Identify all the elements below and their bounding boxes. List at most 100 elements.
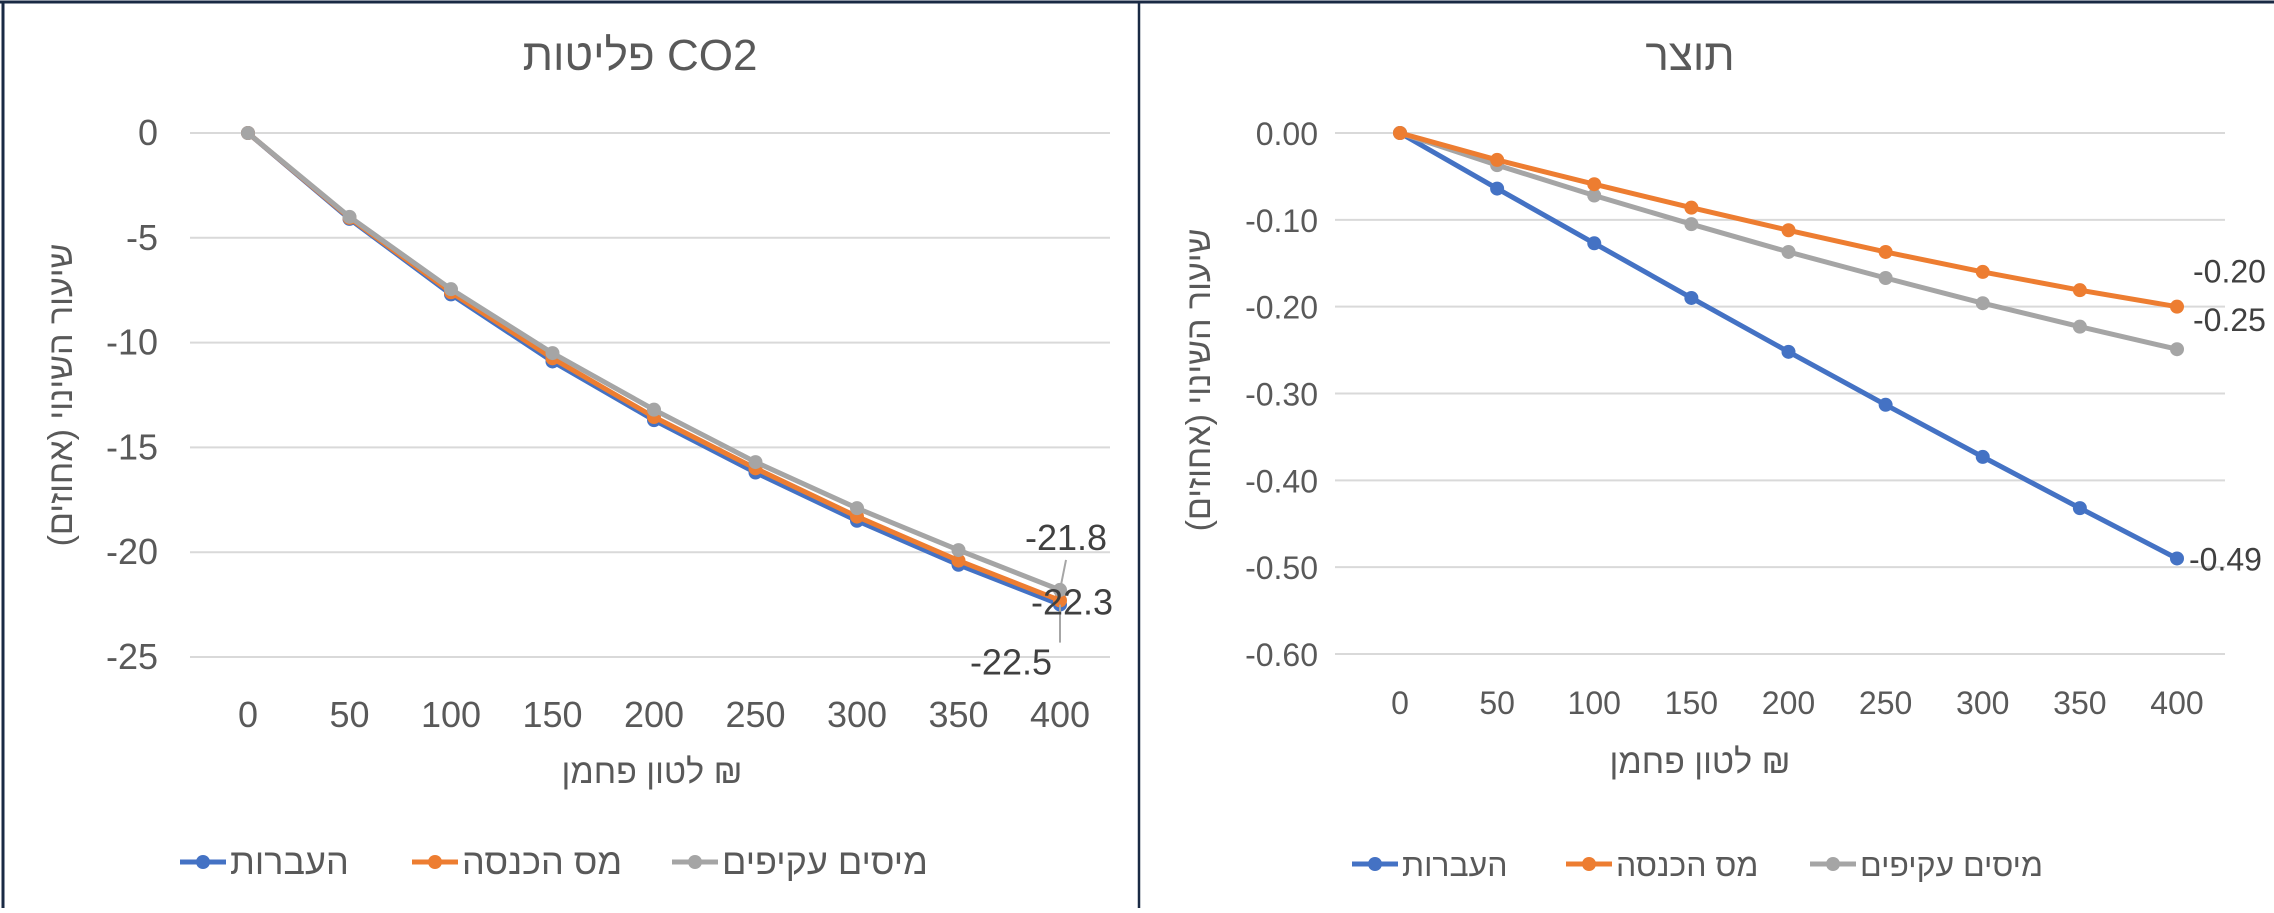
data-labels: -22.5 -22.3 -21.8 <box>970 517 1113 683</box>
x-axis-label: ₪ לטון פחמן <box>562 753 743 791</box>
data-point <box>1684 217 1699 232</box>
data-point <box>1781 344 1796 359</box>
x-tick-label: 350 <box>928 694 988 735</box>
x-axis-tick-labels: 0 50 100 150 200 250 300 350 400 <box>1391 685 2204 721</box>
x-axis-label: ₪ לטון פחמן <box>1610 743 1791 781</box>
data-point <box>748 455 763 470</box>
y-tick-label: -0.10 <box>1245 203 1318 239</box>
y-axis-label: שיעור השינוי (אחוזים) <box>1180 229 1218 532</box>
series-line <box>246 131 1061 607</box>
y-tick-label: -15 <box>106 426 158 467</box>
x-tick-label: 300 <box>827 694 887 735</box>
y-axis-tick-labels: 0.00 -0.10 -0.20 -0.30 -0.40 -0.50 -0.60 <box>1245 116 1318 673</box>
data-labels: -0.49 -0.20 -0.25 <box>2189 254 2266 578</box>
y-tick-label: -0.40 <box>1245 463 1318 499</box>
y-tick-label: -20 <box>106 531 158 572</box>
data-point <box>1975 449 1990 464</box>
x-tick-label: 150 <box>1665 685 1718 721</box>
legend-item: מס הכנסה <box>1566 847 1758 883</box>
x-tick-label: 350 <box>2053 685 2106 721</box>
data-point <box>1490 181 1505 196</box>
data-point <box>2170 299 2184 314</box>
data-point <box>2170 342 2184 357</box>
y-tick-label: -0.50 <box>1245 550 1318 586</box>
x-tick-label: 0 <box>1391 685 1409 721</box>
y-tick-label: 0 <box>138 112 158 153</box>
data-label: -21.8 <box>1025 517 1107 558</box>
x-tick-label: 100 <box>1568 685 1621 721</box>
data-point <box>1975 296 1990 311</box>
x-tick-label: 250 <box>1859 685 1912 721</box>
legend-marker <box>1582 857 1596 871</box>
x-tick-label: 200 <box>624 694 684 735</box>
data-point <box>1975 264 1990 279</box>
gridlines <box>190 132 1110 658</box>
legend-marker <box>196 855 210 869</box>
data-label: -0.25 <box>2193 302 2266 338</box>
legend-label: מיסים עקיפים <box>722 841 928 882</box>
series-2 <box>1393 126 2184 314</box>
data-point <box>1781 244 1796 259</box>
legend-label: העברות <box>1402 847 1508 883</box>
series-1 <box>1393 126 2184 566</box>
series-3 <box>1393 126 2184 357</box>
series-1 <box>241 126 1067 612</box>
data-point <box>2072 283 2087 298</box>
data-point <box>1587 177 1602 192</box>
y-tick-label: -5 <box>126 217 158 258</box>
y-axis-tick-labels: 0 -5 -10 -15 -20 -25 <box>106 112 158 677</box>
x-tick-label: 0 <box>238 694 258 735</box>
gridlines <box>1335 132 2225 655</box>
data-point <box>444 282 458 297</box>
data-point <box>1053 593 1067 608</box>
legend-label: מיסים עקיפים <box>1860 847 2043 883</box>
series-line <box>246 131 1061 593</box>
data-point <box>951 553 966 568</box>
legend-item: העברות <box>1352 847 1508 883</box>
data-point <box>241 126 255 140</box>
data-point <box>2072 319 2087 334</box>
data-label: -22.3 <box>1031 581 1113 622</box>
series-3 <box>241 126 1067 597</box>
data-point <box>1878 244 1893 259</box>
x-tick-label: 50 <box>329 694 369 735</box>
y-tick-label: -0.30 <box>1245 377 1318 413</box>
legend-marker <box>428 855 442 869</box>
legend-item: מיסים עקיפים <box>672 841 928 882</box>
legend: העברות מס הכנסה מיסים עקיפים <box>1352 847 2043 883</box>
data-label: -0.20 <box>2193 254 2266 290</box>
y-tick-label: -25 <box>106 636 158 677</box>
co2-emissions-chart: פליטות CO2 0 -5 -10 -15 -20 -25 0 50 100 150 200 2… <box>42 31 1113 882</box>
data-point <box>1490 152 1505 167</box>
series-lines <box>241 126 1067 612</box>
series-line <box>246 131 1061 603</box>
y-tick-label: -0.20 <box>1245 290 1318 326</box>
data-label: -0.49 <box>2189 541 2262 577</box>
x-tick-label: 250 <box>725 694 785 735</box>
y-axis-label: שיעור השינוי (אחוזים) <box>42 244 80 547</box>
data-point <box>1587 188 1602 203</box>
legend-label: מס הכנסה <box>1616 847 1758 883</box>
data-point <box>1878 397 1893 412</box>
data-point <box>2170 551 2184 566</box>
legend-item: מיסים עקיפים <box>1810 847 2043 883</box>
x-tick-label: 400 <box>1030 694 1090 735</box>
gdp-output-chart: תוצר 0.00-0.10-0.20-0.30-0.40-0.50-0.60 … <box>1180 31 2266 883</box>
data-point <box>1781 223 1796 238</box>
legend-marker <box>1826 857 1840 871</box>
y-tick-label: -0.60 <box>1245 637 1318 673</box>
series-lines <box>1393 126 2184 566</box>
y-tick-label: -10 <box>106 322 158 363</box>
x-tick-label: 300 <box>1956 685 2009 721</box>
data-point <box>2072 501 2087 516</box>
x-tick-label: 50 <box>1479 685 1515 721</box>
data-point <box>1684 290 1699 305</box>
legend-label: העברות <box>230 841 349 882</box>
data-point <box>545 346 560 361</box>
legend-item: מס הכנסה <box>412 841 622 882</box>
chart-title: תוצר <box>1645 31 1734 80</box>
data-label: -22.5 <box>970 642 1052 683</box>
legend-marker <box>1368 857 1382 871</box>
data-point <box>1878 271 1893 286</box>
